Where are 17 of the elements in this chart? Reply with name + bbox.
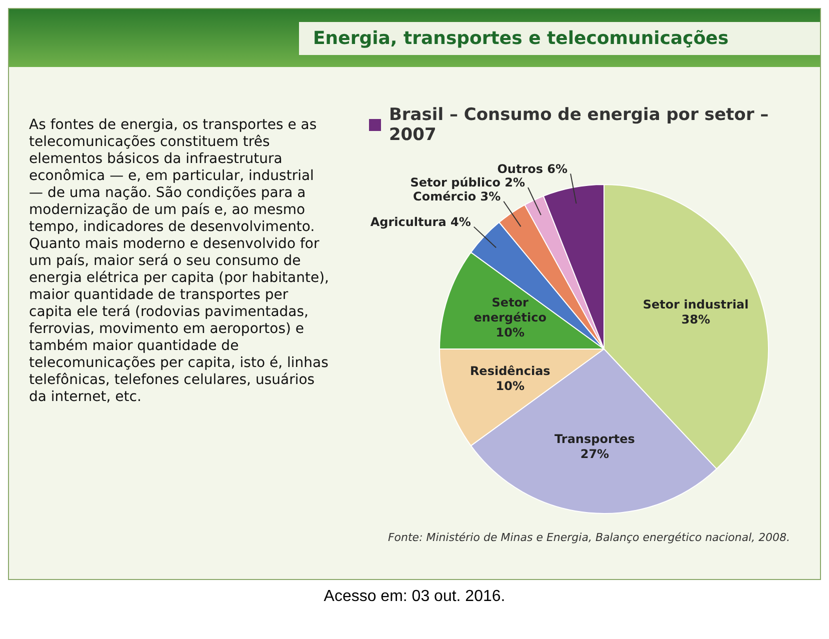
slice-label: Setor industrial [642, 297, 749, 312]
slice-label: Setor energético [474, 296, 546, 325]
slice-label: Setor público 2% [410, 176, 525, 190]
slice-label: Comércio 3% [413, 189, 501, 204]
data-label: 27% [580, 446, 610, 461]
chart-title: Energia, transportes e telecomunicações [299, 22, 820, 54]
data-label: 10% [496, 326, 524, 340]
text: As fontes de energia, os transportes e as telecomunicações constituem três elementos básicos da infraestrutura econômica — e, em particular, industrial — de uma nação. São condições para a modernização de um país e, ao mesmo tempo, indicadores de desenvolvimento. Quanto mais moderno e desenvolvido for um país, maior será o seu consumo de energia elétrica per capita (por habitante), maior quantidade de transportes per capita ele terá (rodovias pavimentadas, ferrovias, movimento em aeroportos) e também maior quantidade de telecomunicações per capita, isto é, linhas telefônicas, telefones celulares, usuários da internet, etc. [29, 117, 329, 405]
chart-subtitle: Brasil – Consumo de energia por setor – 2007 [388, 105, 770, 145]
slice-label: Transportes [554, 432, 635, 446]
slice-label: Residências [470, 364, 550, 378]
slice-label: Agricultura 4% [370, 214, 471, 229]
data-label: 38% [681, 312, 710, 326]
slice-label: Outros 6% [497, 162, 568, 176]
source-note: Fonte: Ministério de Minas e Energia, Balanço energético nacional, 2008. [388, 531, 790, 544]
text: Acesso em: 03 out. 2016. [322, 588, 506, 606]
data-label: 10% [496, 379, 524, 394]
